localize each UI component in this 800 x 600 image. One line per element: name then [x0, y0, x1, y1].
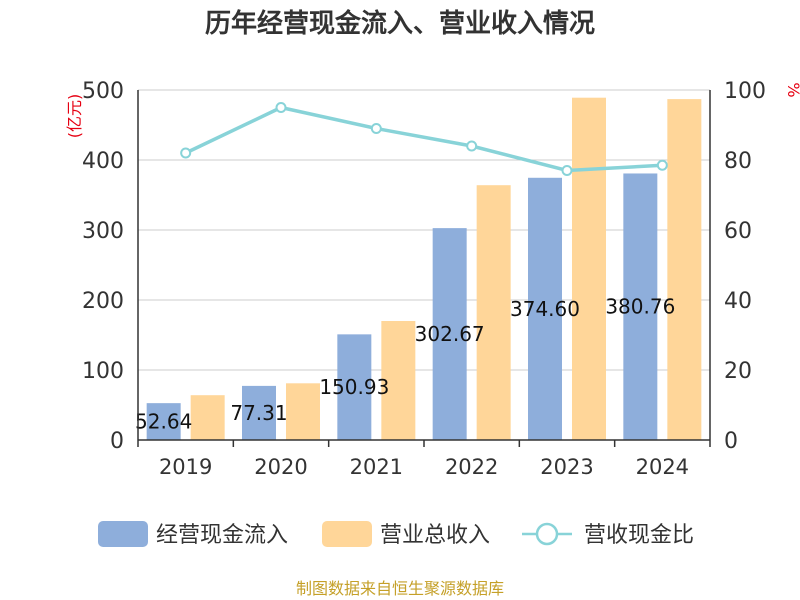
- legend-cash-inflow-label: 经营现金流入: [156, 523, 288, 548]
- legend: 经营现金流入 营业总收入 营收现金比: [98, 521, 694, 548]
- bar-cash-inflow: [528, 177, 562, 440]
- bar-cash-inflow: [337, 334, 372, 440]
- legend-revenue-swatch: [322, 521, 372, 547]
- data-label: 302.67: [415, 322, 485, 346]
- legend-ratio-swatch-marker: [535, 522, 559, 546]
- footer-source: 制图数据来自恒生聚源数据库: [296, 579, 504, 598]
- ratio-point: [180, 147, 192, 159]
- x-tick-label: 2019: [159, 455, 212, 479]
- bar-revenue: [476, 185, 511, 440]
- bar-revenue: [286, 383, 320, 440]
- bar-cash-inflow: [432, 228, 467, 440]
- x-tick-label: 2021: [350, 455, 403, 479]
- legend-revenue-label: 营业总收入: [380, 523, 490, 548]
- chart-title: 历年经营现金流入、营业收入情况: [205, 8, 595, 39]
- bar-revenue: [190, 395, 225, 440]
- bar-cash-inflow: [623, 173, 658, 440]
- x-tick-label: 2020: [254, 455, 307, 479]
- ratio-point: [275, 102, 287, 113]
- right-axis-unit: %: [784, 82, 800, 97]
- data-label: 77.31: [230, 401, 287, 425]
- data-label: 380.76: [605, 295, 675, 319]
- data-labels: 52.64 77.31 150.93 302.67 374.60 380.76: [135, 295, 675, 434]
- ratio-point: [561, 165, 573, 176]
- y-right-tick-label: 100: [724, 79, 766, 104]
- x-tick-label: 2023: [540, 455, 593, 479]
- legend-cash-inflow-swatch: [98, 521, 148, 547]
- bar-series: [146, 97, 702, 440]
- axes: 0 100 200 300 400 500 0 20 40 60 80 100 2019 2020 2021…: [82, 79, 766, 479]
- y-right-tick-label: 0: [724, 429, 738, 454]
- ratio-point: [656, 159, 668, 171]
- bar-revenue: [667, 99, 702, 440]
- ratio-line: [184, 105, 663, 173]
- left-axis-unit: (亿元): [65, 94, 84, 139]
- bar-cash-inflow: [242, 385, 276, 440]
- data-label: 52.64: [135, 410, 192, 434]
- x-tick-label: 2024: [636, 455, 689, 479]
- grid-lines: [138, 89, 710, 371]
- y-left-tick-label: 100: [82, 359, 124, 384]
- bar-revenue: [572, 97, 606, 440]
- ratio-line-series: [180, 102, 668, 176]
- y-left-tick-label: 200: [82, 289, 124, 314]
- x-tick-label: 2022: [445, 455, 498, 479]
- y-right-tick-label: 60: [724, 219, 752, 244]
- legend-ratio-label: 营收现金比: [584, 523, 694, 548]
- y-left-tick-label: 500: [82, 79, 124, 104]
- y-left-tick-label: 400: [82, 149, 124, 174]
- ratio-point: [370, 123, 382, 134]
- data-label: 374.60: [510, 297, 580, 321]
- y-left-tick-label: 0: [110, 429, 124, 454]
- ratio-point: [466, 140, 478, 152]
- data-label: 150.93: [319, 375, 389, 399]
- y-right-tick-label: 20: [724, 359, 752, 384]
- y-right-tick-label: 80: [724, 149, 752, 174]
- y-right-tick-label: 40: [724, 289, 752, 314]
- bar-cash-inflow: [146, 403, 181, 440]
- y-left-tick-label: 300: [82, 219, 124, 244]
- bar-revenue: [381, 321, 416, 440]
